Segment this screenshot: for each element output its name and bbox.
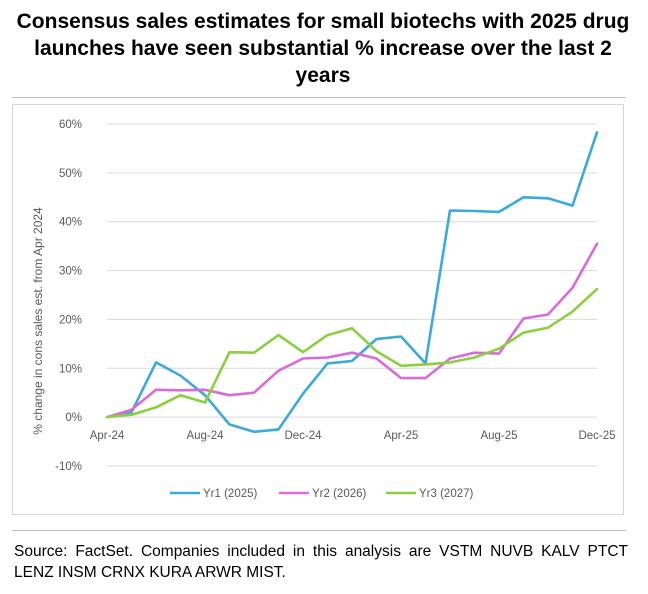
series-line xyxy=(105,287,599,419)
x-tick-label: Apr-24 xyxy=(90,430,125,442)
line-chart: -10% 0% 10% 20% 30% 40% 50% 60% Apr-24 Aug-24 Dec… xyxy=(31,119,616,500)
source-note: Source: FactSet. Companies included in t… xyxy=(14,543,628,581)
y-tick-label: -10% xyxy=(55,461,82,473)
x-tick-label: Aug-24 xyxy=(186,430,224,442)
legend-label: Yr2 (2026) xyxy=(312,488,367,500)
y-tick-label: 20% xyxy=(59,314,82,326)
x-tick-label: Dec-24 xyxy=(284,430,322,442)
title-divider xyxy=(12,97,626,98)
y-tick-label: 0% xyxy=(65,412,82,424)
x-tick-label: Aug-25 xyxy=(480,430,517,442)
x-tick-label: Dec-25 xyxy=(578,430,615,442)
series-lines xyxy=(105,130,599,434)
y-tick-label: 10% xyxy=(59,363,82,375)
y-axis-label: % change in cons sales est. from Apr 202… xyxy=(31,207,45,435)
y-tick-label: 60% xyxy=(59,119,82,131)
chart-frame xyxy=(12,104,624,515)
y-axis-ticks: -10% 0% 10% 20% 30% 40% 50% 60% xyxy=(55,119,82,473)
source-divider xyxy=(12,530,626,531)
grid-lines xyxy=(107,123,597,467)
y-tick-label: 40% xyxy=(59,217,82,229)
legend: Yr1 (2025) Yr2 (2026) Yr3 (2027) xyxy=(170,488,474,500)
y-tick-label: 30% xyxy=(59,266,82,278)
x-tick-label: Apr-25 xyxy=(384,430,419,442)
legend-label: Yr3 (2027) xyxy=(419,488,474,500)
series-line xyxy=(105,130,599,434)
series-line xyxy=(105,242,599,419)
legend-label: Yr1 (2025) xyxy=(203,488,258,500)
x-axis-ticks: Apr-24 Aug-24 Dec-24 Apr-25 Aug-25 Dec-25 xyxy=(90,430,616,442)
chart-title: Consensus sales estimates for small biot… xyxy=(16,10,630,87)
y-tick-label: 50% xyxy=(59,168,82,180)
